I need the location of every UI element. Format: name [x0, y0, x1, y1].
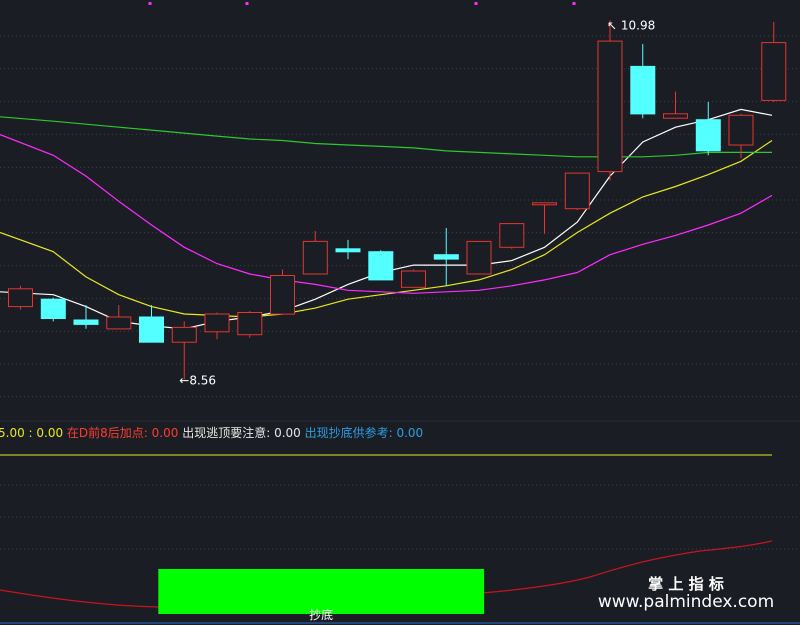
candle-body	[368, 251, 394, 281]
candle	[663, 91, 688, 119]
candle	[401, 269, 426, 288]
legend-item: 5.00 : 0.00	[0, 426, 63, 440]
candle	[728, 113, 754, 159]
watermark-title: 掌 上 指 标	[648, 575, 724, 593]
top-marker	[572, 2, 576, 5]
legend-item: 出现抄底供参考: 0.00	[301, 425, 423, 440]
top-markers	[148, 2, 576, 5]
top-marker	[245, 2, 249, 5]
watermark: 掌 上 指 标 www.palmindex.com	[598, 575, 774, 612]
candle	[761, 21, 787, 102]
candle	[8, 285, 33, 310]
candle	[695, 101, 721, 156]
candle-body	[597, 40, 623, 173]
legend-item: 出现逃顶要注意: 0.00	[178, 425, 300, 440]
high-price-label: ↖ 10.98	[607, 18, 655, 32]
candle-body	[728, 114, 754, 146]
panel-divider	[0, 420, 800, 624]
candle	[139, 305, 164, 343]
watermark-url: www.palmindex.com	[598, 592, 774, 612]
candle-body	[171, 326, 197, 343]
legend-item: 在D前8后加点: 0.00	[63, 425, 178, 440]
candle	[597, 20, 623, 181]
top-marker	[474, 2, 478, 5]
candle	[302, 231, 328, 275]
candle-body	[761, 42, 787, 101]
top-marker	[148, 2, 152, 5]
candle-body	[237, 312, 263, 336]
candle-body	[73, 319, 99, 325]
candle	[630, 44, 656, 119]
signal-block	[158, 569, 485, 614]
candle-body	[270, 275, 295, 315]
candle-body	[139, 316, 164, 343]
candle-body	[564, 172, 590, 210]
grid	[0, 35, 800, 550]
candle-body	[335, 248, 361, 253]
candle	[73, 305, 99, 329]
candle-body	[695, 119, 721, 152]
candle-body	[499, 223, 525, 248]
indicator-legend: 5.00 : 0.00 在D前8后加点: 0.00 出现逃顶要注意: 0.00 …	[0, 425, 423, 440]
candle	[171, 321, 197, 380]
candle	[368, 250, 394, 281]
candle-body	[8, 288, 33, 308]
ma-long-line	[0, 116, 772, 158]
candle-body	[204, 313, 230, 333]
signal-label: 抄底	[309, 607, 333, 622]
candle	[106, 305, 132, 330]
candle	[532, 202, 557, 234]
candle	[335, 239, 361, 260]
candle-body	[466, 240, 492, 275]
candle	[237, 311, 263, 338]
candle	[270, 269, 295, 315]
candle-body	[532, 202, 557, 206]
candle-body	[40, 298, 66, 320]
indicator-panel: 抄底	[0, 454, 773, 622]
candle	[499, 223, 525, 249]
price-annotations: ↖ 10.98 ←8.56	[179, 18, 655, 387]
candle	[564, 172, 590, 211]
candle-body	[433, 254, 459, 260]
low-price-label: ←8.56	[179, 373, 216, 387]
candlesticks	[8, 20, 787, 380]
candle	[466, 240, 492, 275]
candle	[204, 312, 230, 340]
candle-body	[302, 240, 328, 275]
candle-body	[663, 113, 688, 119]
candle	[433, 228, 459, 286]
candle-body	[630, 65, 656, 115]
ma-slow-line	[0, 134, 773, 294]
candle-body	[401, 270, 426, 288]
candle-body	[106, 316, 132, 330]
candle	[40, 297, 66, 322]
